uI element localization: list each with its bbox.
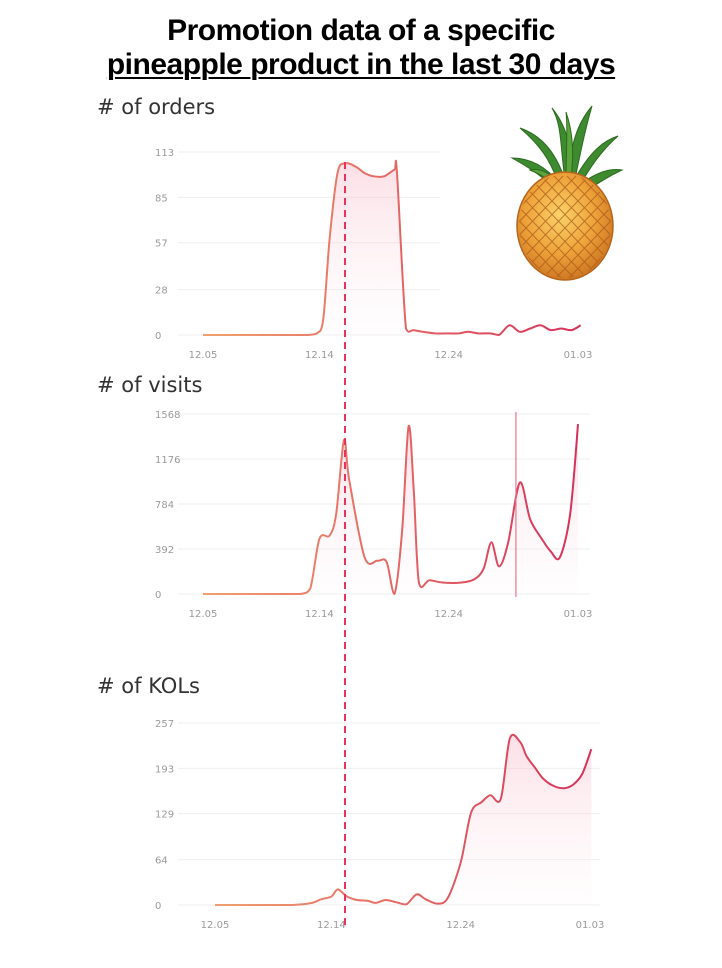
visits-y-tick-label: 784 <box>155 500 174 511</box>
orders-y-tick-label: 85 <box>155 193 168 204</box>
kols-x-tick-label: 12.05 <box>201 920 230 931</box>
kols-y-tick-label: 193 <box>155 764 174 775</box>
kols-y-tick-label: 257 <box>155 719 174 730</box>
orders-y-tick-label: 0 <box>155 331 161 342</box>
visits-y-tick-label: 1176 <box>155 455 180 466</box>
pineapple-scale-line <box>519 175 577 278</box>
pineapple-scale-line <box>519 175 551 278</box>
kols-y-tick-label: 0 <box>155 901 161 912</box>
orders-x-tick-label: 12.24 <box>434 350 463 361</box>
pineapple-scale-line <box>566 175 611 278</box>
pineapple-scale-line <box>519 175 603 278</box>
kols-x-tick-label: 01.03 <box>576 920 605 931</box>
visits-series-line <box>203 424 579 595</box>
pineapple-scale-line <box>579 175 611 278</box>
kols-x-tick-label: 12.14 <box>317 920 346 931</box>
kols-area-fill <box>215 734 592 905</box>
orders-x-tick-label: 12.05 <box>189 350 218 361</box>
main-title: Promotion data of a specific pineapple p… <box>0 14 722 82</box>
visits-x-tick-label: 12.24 <box>434 609 463 620</box>
visits-y-tick-label: 392 <box>155 545 174 556</box>
pineapple-scale-line <box>519 175 564 278</box>
visits-x-tick-label: 01.03 <box>564 609 593 620</box>
visits-chart: 0 392 784 1176 1568 12.05 12.14 12.24 01.03 <box>155 410 592 620</box>
kols-y-tick-label: 64 <box>155 856 168 867</box>
orders-x-tick-label: 12.14 <box>305 350 334 361</box>
pineapple-scale-line <box>553 175 611 278</box>
pineapple-scale-line <box>579 175 611 278</box>
visits-x-tick-label: 12.14 <box>305 609 334 620</box>
kols-chart-title: # of KOLs <box>97 674 200 698</box>
orders-chart-title: # of orders <box>97 95 216 119</box>
pineapple-image <box>510 105 624 281</box>
visits-y-tick-label: 0 <box>155 590 161 601</box>
title-line-2: pineapple product in the last 30 days <box>106 48 616 81</box>
pineapple-scale-line <box>519 175 564 278</box>
kols-series-line <box>215 733 593 906</box>
pineapple-scale-line <box>519 175 551 278</box>
orders-x-tick-label: 01.03 <box>564 350 593 361</box>
pineapple-scale-line <box>566 175 611 278</box>
visits-chart-title: # of visits <box>97 373 203 397</box>
orders-chart: 0 28 57 85 113 12.05 12.14 12.24 01.03 <box>155 148 592 361</box>
pineapple-scale-line <box>540 175 611 278</box>
orders-y-tick-label: 28 <box>155 286 168 297</box>
title-line-1: Promotion data of a specific <box>167 14 555 47</box>
orders-area-fill <box>203 160 581 335</box>
pineapple-body <box>516 171 614 281</box>
pineapple-scale-line <box>519 175 590 278</box>
kols-x-tick-label: 12.24 <box>446 920 475 931</box>
orders-series-line <box>203 159 582 336</box>
kols-y-tick-label: 129 <box>155 810 174 821</box>
visits-y-tick-label: 1568 <box>155 410 180 421</box>
visits-area-fill <box>203 424 578 594</box>
kols-chart: 0 64 129 193 257 12.05 12.14 12.24 01.03 <box>155 719 604 931</box>
orders-y-tick-label: 113 <box>155 148 174 159</box>
pineapple-scale-line <box>527 175 611 278</box>
visits-x-tick-label: 12.05 <box>189 609 218 620</box>
orders-y-tick-label: 57 <box>155 239 168 250</box>
